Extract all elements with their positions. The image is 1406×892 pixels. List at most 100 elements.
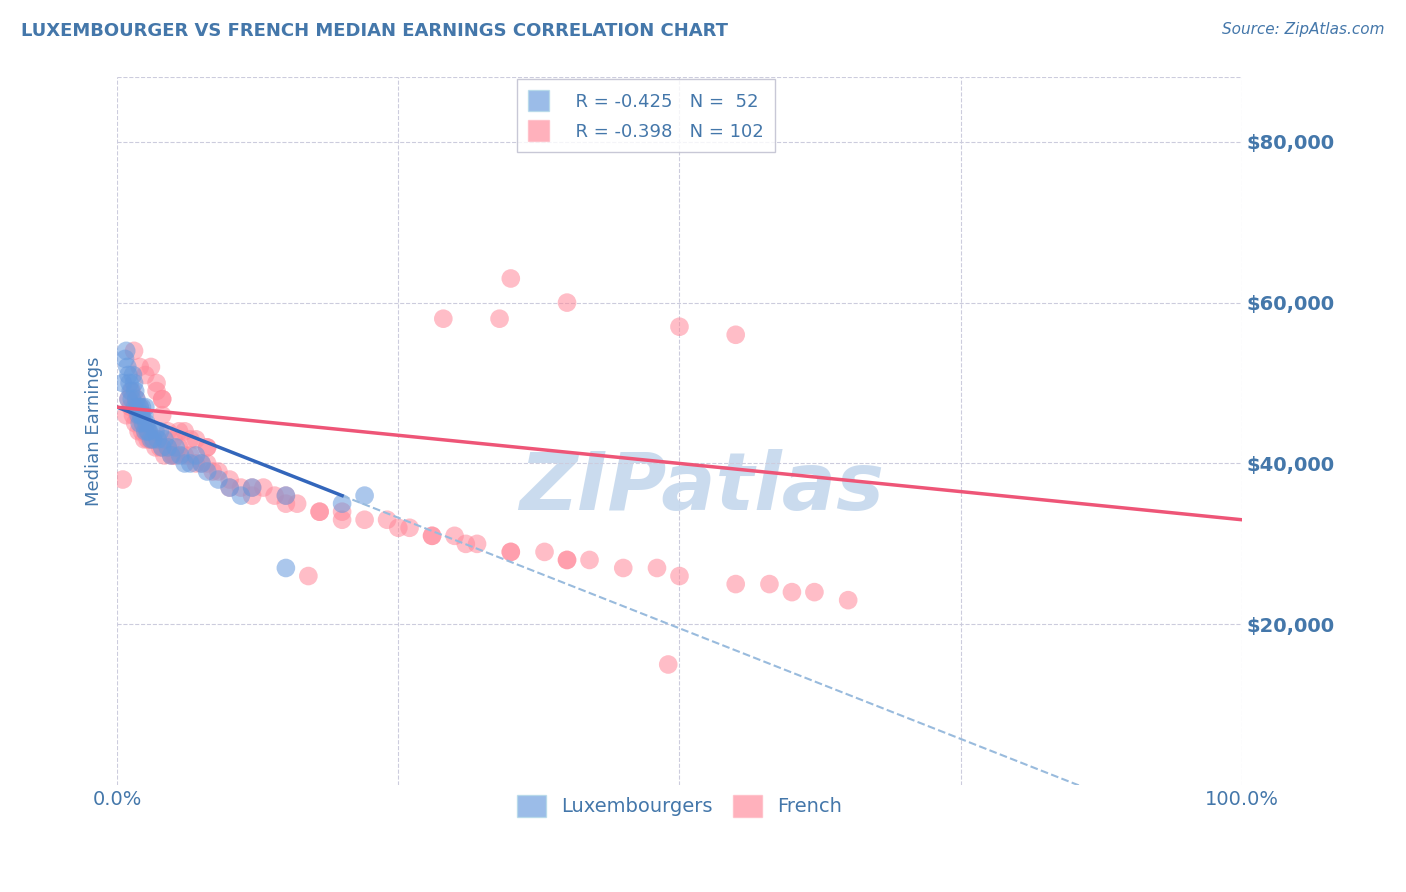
Point bbox=[668, 569, 690, 583]
Point bbox=[131, 424, 153, 438]
Point bbox=[758, 577, 780, 591]
Point bbox=[207, 465, 229, 479]
Point bbox=[153, 433, 176, 447]
Point bbox=[132, 416, 155, 430]
Point bbox=[252, 481, 274, 495]
Point bbox=[555, 553, 578, 567]
Point bbox=[111, 376, 134, 390]
Point bbox=[195, 465, 218, 479]
Text: Source: ZipAtlas.com: Source: ZipAtlas.com bbox=[1222, 22, 1385, 37]
Point bbox=[134, 433, 156, 447]
Point bbox=[135, 424, 157, 438]
Point bbox=[308, 505, 330, 519]
Point bbox=[499, 545, 522, 559]
Point bbox=[780, 585, 803, 599]
Point bbox=[578, 553, 600, 567]
Point bbox=[533, 545, 555, 559]
Point bbox=[150, 392, 173, 406]
Point bbox=[240, 489, 263, 503]
Point bbox=[118, 376, 141, 390]
Point bbox=[263, 489, 285, 503]
Point bbox=[724, 327, 747, 342]
Point bbox=[134, 400, 156, 414]
Point bbox=[179, 457, 201, 471]
Point bbox=[657, 657, 679, 672]
Point bbox=[122, 368, 145, 382]
Point bbox=[111, 473, 134, 487]
Point bbox=[131, 408, 153, 422]
Point bbox=[120, 384, 142, 398]
Point bbox=[330, 513, 353, 527]
Point bbox=[179, 433, 201, 447]
Point bbox=[124, 400, 146, 414]
Point bbox=[117, 392, 139, 406]
Point bbox=[156, 424, 179, 438]
Legend: Luxembourgers, French: Luxembourgers, French bbox=[509, 787, 849, 825]
Point bbox=[195, 457, 218, 471]
Point bbox=[115, 343, 138, 358]
Point bbox=[122, 400, 145, 414]
Point bbox=[145, 424, 167, 438]
Point bbox=[139, 433, 162, 447]
Point bbox=[122, 376, 145, 390]
Point bbox=[128, 416, 150, 430]
Point bbox=[353, 489, 375, 503]
Point bbox=[555, 553, 578, 567]
Point bbox=[184, 449, 207, 463]
Point bbox=[150, 408, 173, 422]
Point bbox=[612, 561, 634, 575]
Point bbox=[145, 376, 167, 390]
Point bbox=[128, 359, 150, 374]
Point bbox=[443, 529, 465, 543]
Point bbox=[145, 441, 167, 455]
Point bbox=[195, 441, 218, 455]
Point bbox=[124, 416, 146, 430]
Point bbox=[149, 424, 172, 438]
Point bbox=[173, 457, 195, 471]
Point bbox=[724, 577, 747, 591]
Point bbox=[160, 449, 183, 463]
Point bbox=[128, 400, 150, 414]
Point bbox=[125, 392, 148, 406]
Point bbox=[134, 424, 156, 438]
Point bbox=[195, 441, 218, 455]
Point bbox=[499, 271, 522, 285]
Point bbox=[297, 569, 319, 583]
Point bbox=[165, 449, 187, 463]
Point bbox=[117, 368, 139, 382]
Point bbox=[420, 529, 443, 543]
Point bbox=[173, 424, 195, 438]
Point bbox=[432, 311, 454, 326]
Point bbox=[668, 319, 690, 334]
Point bbox=[229, 481, 252, 495]
Point bbox=[127, 400, 149, 414]
Point bbox=[167, 424, 190, 438]
Point bbox=[229, 489, 252, 503]
Point bbox=[153, 449, 176, 463]
Point bbox=[117, 359, 139, 374]
Point bbox=[179, 449, 201, 463]
Point bbox=[132, 416, 155, 430]
Point bbox=[803, 585, 825, 599]
Point bbox=[499, 545, 522, 559]
Point bbox=[465, 537, 488, 551]
Point bbox=[129, 408, 152, 422]
Point bbox=[149, 441, 172, 455]
Point bbox=[129, 408, 152, 422]
Point bbox=[150, 392, 173, 406]
Point bbox=[138, 424, 160, 438]
Point bbox=[160, 449, 183, 463]
Point bbox=[398, 521, 420, 535]
Point bbox=[387, 521, 409, 535]
Point bbox=[136, 433, 159, 447]
Point bbox=[121, 384, 143, 398]
Point bbox=[145, 384, 167, 398]
Point bbox=[353, 513, 375, 527]
Point bbox=[135, 416, 157, 430]
Point bbox=[122, 343, 145, 358]
Point bbox=[274, 561, 297, 575]
Point bbox=[120, 400, 142, 414]
Point bbox=[190, 457, 212, 471]
Point bbox=[218, 481, 240, 495]
Point bbox=[134, 408, 156, 422]
